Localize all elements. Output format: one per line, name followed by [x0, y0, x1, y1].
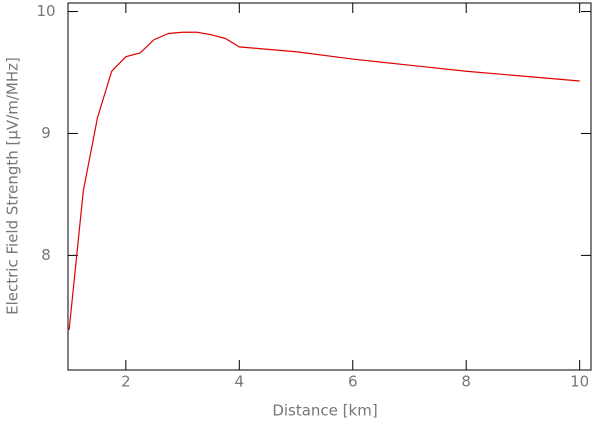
x-tick-label: 2: [121, 373, 131, 391]
data-line: [68, 31, 580, 330]
plot-frame: [67, 2, 592, 371]
x-tick-label: 4: [235, 373, 245, 391]
y-axis-label: Electric Field Strength [μV/m/MHz]: [4, 57, 22, 315]
x-tick-label: 8: [461, 373, 471, 391]
x-tick-label: 6: [348, 373, 358, 391]
y-tick-label: 8: [41, 246, 51, 264]
y-tick-label: 10: [36, 2, 55, 20]
x-axis-label: Distance [km]: [272, 402, 377, 420]
y-tick-label: 9: [41, 124, 51, 142]
x-tick-label: 10: [570, 373, 589, 391]
